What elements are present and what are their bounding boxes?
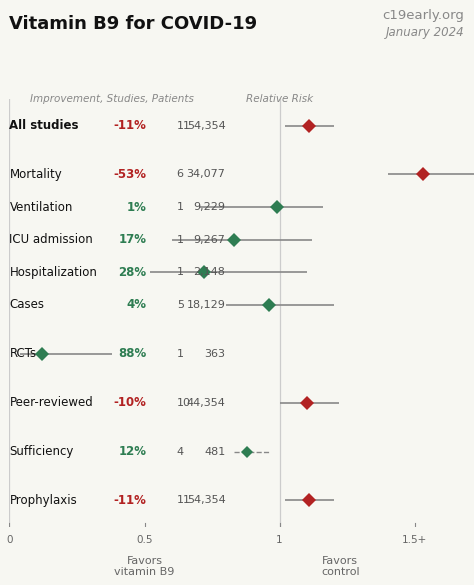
- Text: Prophylaxis: Prophylaxis: [9, 494, 77, 507]
- Text: -53%: -53%: [113, 168, 146, 181]
- Text: 6: 6: [177, 170, 184, 180]
- Text: 5: 5: [177, 300, 184, 310]
- Text: -11%: -11%: [114, 119, 146, 132]
- Text: 28%: 28%: [118, 266, 146, 278]
- Text: 0.5: 0.5: [136, 535, 153, 545]
- Text: Favors
control: Favors control: [321, 556, 360, 577]
- Text: Favors
vitamin B9: Favors vitamin B9: [114, 556, 175, 577]
- Text: Mortality: Mortality: [9, 168, 62, 181]
- Text: 1: 1: [177, 202, 184, 212]
- Text: 54,354: 54,354: [187, 121, 226, 130]
- Text: All studies: All studies: [9, 119, 79, 132]
- Text: Cases: Cases: [9, 298, 45, 311]
- Text: Sufficiency: Sufficiency: [9, 445, 74, 458]
- Text: 1: 1: [177, 267, 184, 277]
- Text: 11: 11: [177, 121, 191, 130]
- Text: 9,229: 9,229: [193, 202, 226, 212]
- Text: 34,077: 34,077: [187, 170, 226, 180]
- Text: 12%: 12%: [118, 445, 146, 458]
- Text: RCTs: RCTs: [9, 347, 36, 360]
- Text: 1: 1: [276, 535, 283, 545]
- Text: Vitamin B9 for COVID-19: Vitamin B9 for COVID-19: [9, 15, 257, 33]
- Text: Peer-reviewed: Peer-reviewed: [9, 396, 93, 409]
- Text: 1.5+: 1.5+: [402, 535, 427, 545]
- Text: 4%: 4%: [127, 298, 146, 311]
- Text: 2,148: 2,148: [193, 267, 226, 277]
- Text: 44,354: 44,354: [187, 398, 226, 408]
- Text: 54,354: 54,354: [187, 495, 226, 505]
- Text: 4: 4: [177, 446, 184, 456]
- Text: 363: 363: [204, 349, 226, 359]
- Text: -11%: -11%: [114, 494, 146, 507]
- Text: January 2024: January 2024: [386, 26, 465, 39]
- Text: 1: 1: [177, 235, 184, 245]
- Text: Improvement, Studies, Patients: Improvement, Studies, Patients: [30, 94, 193, 104]
- Text: ICU admission: ICU admission: [9, 233, 93, 246]
- Text: 88%: 88%: [118, 347, 146, 360]
- Text: -10%: -10%: [114, 396, 146, 409]
- Text: 0: 0: [6, 535, 13, 545]
- Text: Ventilation: Ventilation: [9, 201, 73, 214]
- Text: 10: 10: [177, 398, 191, 408]
- Text: 17%: 17%: [118, 233, 146, 246]
- Text: 1%: 1%: [127, 201, 146, 214]
- Text: 11: 11: [177, 495, 191, 505]
- Text: Relative Risk: Relative Risk: [246, 94, 313, 104]
- Text: 18,129: 18,129: [187, 300, 226, 310]
- Text: 481: 481: [204, 446, 226, 456]
- Text: 1: 1: [177, 349, 184, 359]
- Text: c19early.org: c19early.org: [383, 9, 465, 22]
- Text: Hospitalization: Hospitalization: [9, 266, 97, 278]
- Text: 9,267: 9,267: [193, 235, 226, 245]
